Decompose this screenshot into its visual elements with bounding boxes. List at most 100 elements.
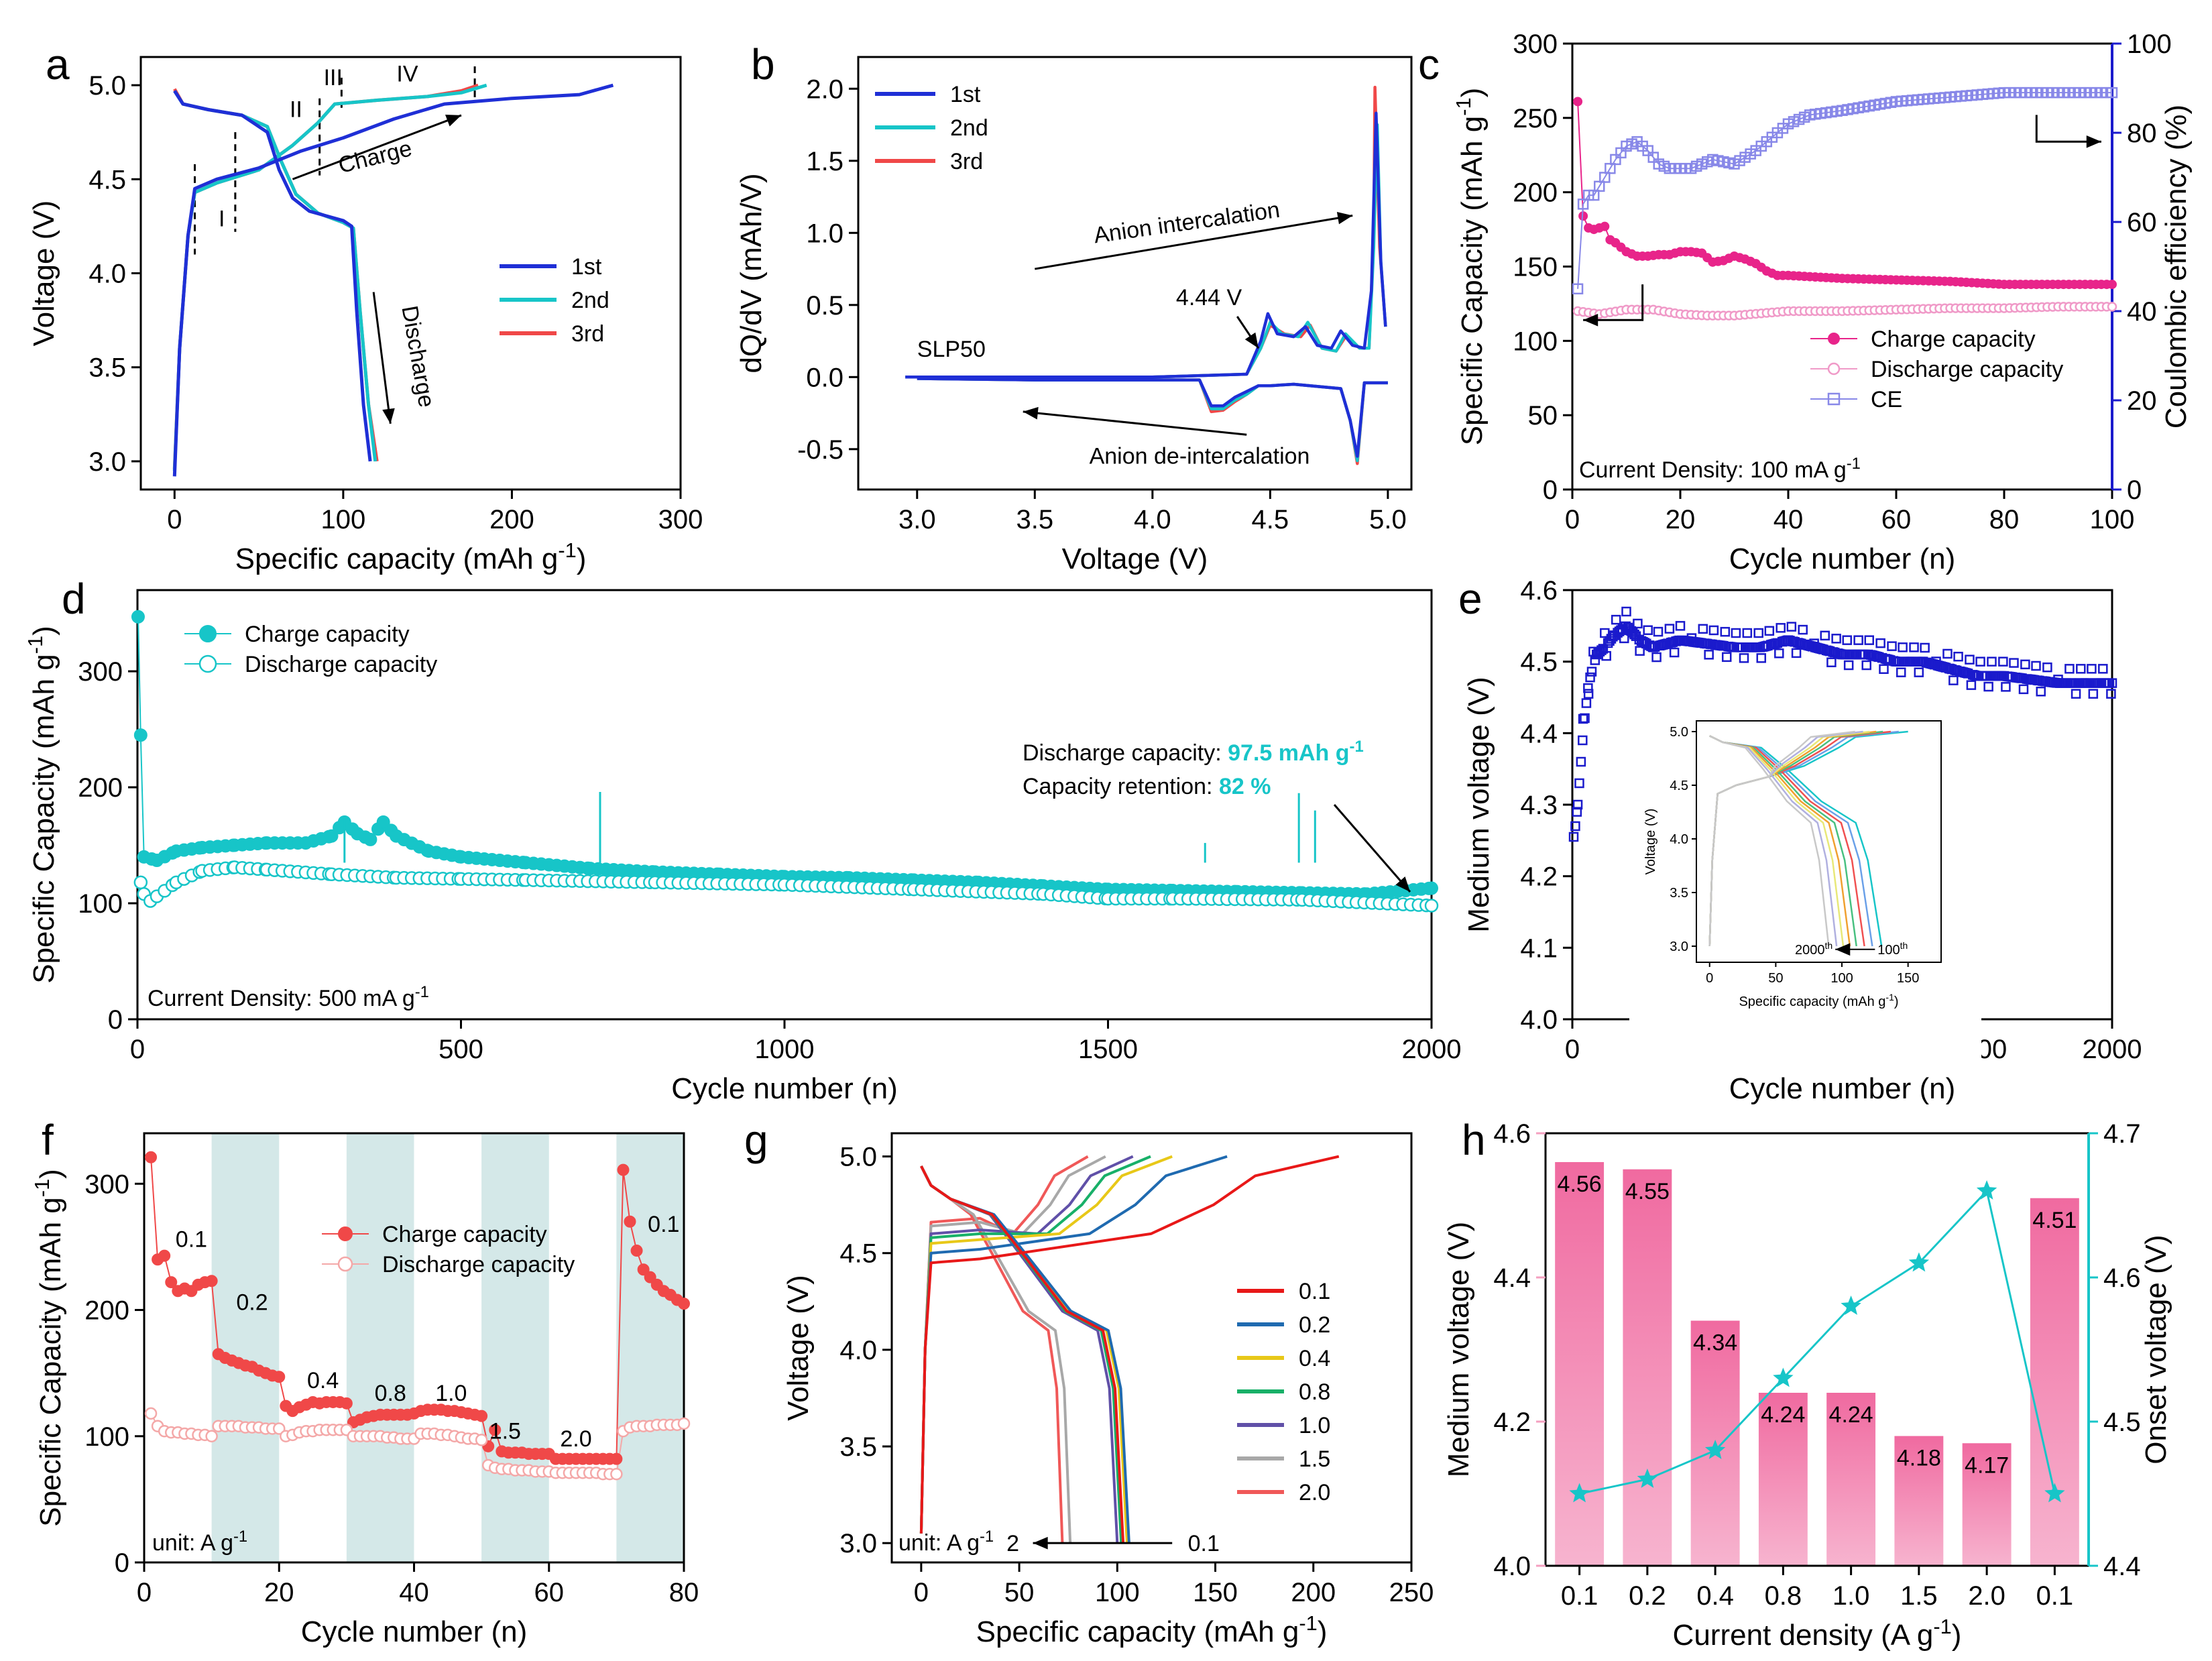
data-point xyxy=(1653,626,1664,637)
inset-ylabel: Voltage (V) xyxy=(1643,809,1658,875)
data-point xyxy=(2076,664,2086,674)
data-point xyxy=(677,1417,691,1430)
data-point xyxy=(1896,667,1906,677)
panel-d-ylabel: Specific Capacity (mAh g-1) xyxy=(23,626,61,984)
panel-c-xtick-label: 0 xyxy=(1565,505,1580,534)
legend-d-label: Charge capacity xyxy=(245,622,410,647)
data-point xyxy=(1572,807,1582,817)
region-label: III xyxy=(324,65,343,91)
inset-xtick-label: 0 xyxy=(1706,971,1713,986)
curve-2.0-charge xyxy=(919,1155,1089,1534)
data-point xyxy=(2031,661,2041,671)
panel-b-xtick-label: 4.5 xyxy=(1252,505,1289,534)
panel-h-xtick-label: 0.4 xyxy=(1696,1581,1734,1611)
panel-c-ytick-label: 150 xyxy=(1513,253,1558,282)
data-point xyxy=(1572,283,1584,294)
panel-h-ylabel: Medium voltage (V) xyxy=(1442,1222,1475,1477)
data-point xyxy=(1898,642,1908,652)
inset-ytick-label: 3.5 xyxy=(1670,886,1688,901)
region-label: I xyxy=(219,206,225,231)
charge-label: Charge xyxy=(336,135,414,178)
inset-xtick-label: 100 xyxy=(1830,971,1853,986)
data-point xyxy=(1739,653,1749,663)
panel-h-ytick-label: 4.6 xyxy=(1493,1119,1531,1149)
panel-f: 0 20 40 60 80 0 100 200 300 Cycle number (n) Speci… xyxy=(30,1116,699,1648)
deintercalation-label: Anion de-intercalation xyxy=(1090,443,1310,469)
data-point xyxy=(2009,658,2019,668)
legend-c-marker xyxy=(1827,392,1841,406)
panel-e-ytick-label: 4.2 xyxy=(1520,862,1558,892)
panel-c-xtick-label: 60 xyxy=(1881,505,1912,534)
region-label: II xyxy=(290,97,302,123)
data-point xyxy=(1669,647,1680,658)
data-point xyxy=(1586,667,1597,677)
curve-1.5-charge xyxy=(919,1155,1106,1534)
onset-voltage-line xyxy=(1579,1188,2056,1495)
panel-g-xtick-label: 200 xyxy=(1291,1578,1336,1607)
data-point xyxy=(2107,280,2117,290)
data-point xyxy=(1619,633,1629,644)
panel-c-ylabel: Specific Capacity (mAh g-1) xyxy=(1452,88,1489,446)
panel-a-ytick-label: 4.5 xyxy=(89,165,126,194)
panel-h-ytick-label: 4.2 xyxy=(1493,1408,1531,1437)
panel-h-y2tick-label: 4.5 xyxy=(2103,1408,2141,1437)
panel-f-ytick-label: 300 xyxy=(84,1169,129,1199)
panel-d-ytick-label: 100 xyxy=(78,889,123,919)
series-1st-discharge xyxy=(917,377,1388,458)
rate-label: 2.0 xyxy=(560,1426,591,1452)
region-label: IV xyxy=(396,61,418,87)
data-point xyxy=(145,1151,158,1163)
data-point xyxy=(2071,689,2081,699)
legend-a-label: 3rd xyxy=(571,321,604,347)
onset-voltage-point xyxy=(1841,1296,1861,1315)
right-axis-arrow xyxy=(2035,115,2101,143)
rate-label: 1.0 xyxy=(435,1381,467,1406)
onset-voltage-point xyxy=(1569,1483,1590,1503)
retention-arrow xyxy=(1333,804,1411,893)
panel-g-ytick-label: 3.5 xyxy=(839,1432,877,1462)
rate-band xyxy=(346,1133,414,1562)
legend-f-marker xyxy=(338,1226,353,1241)
data-point xyxy=(1664,624,1675,634)
bar-value-label: 4.24 xyxy=(1761,1402,1805,1428)
data-point xyxy=(1887,641,1897,651)
charge-arrow xyxy=(292,114,462,180)
data-point xyxy=(610,1452,623,1465)
bar xyxy=(1826,1393,1876,1566)
data-point xyxy=(1651,652,1662,663)
bar xyxy=(1894,1436,1944,1566)
panel-c-y2tick-label: 20 xyxy=(2127,386,2157,416)
data-point xyxy=(2106,689,2116,699)
data-point xyxy=(1704,650,1714,660)
curve-0.8-charge xyxy=(919,1155,1151,1534)
panel-c-y2label: Coulombic efficiency (%) xyxy=(2160,105,2193,428)
data-point xyxy=(2036,687,2046,697)
data-point xyxy=(2042,662,2052,673)
data-point xyxy=(2064,664,2075,674)
data-point xyxy=(1756,653,1766,663)
inset-ytick-label: 3.0 xyxy=(1670,939,1688,954)
series-1st-charge xyxy=(172,83,614,477)
panel-a-xlabel: Specific capacity (mAh g-1) xyxy=(235,538,587,576)
data-point xyxy=(1753,628,1763,638)
legend-g-label: 1.5 xyxy=(1299,1446,1330,1472)
panel-b-ytick-label: 1.0 xyxy=(806,219,843,248)
panel-a-xtick-label: 100 xyxy=(321,505,366,534)
intercalation-arrow-head xyxy=(1336,211,1353,225)
bar xyxy=(2030,1198,2079,1566)
right-axis-arrow-head xyxy=(2086,135,2101,148)
data-point xyxy=(1953,651,1963,662)
bar xyxy=(1555,1162,1605,1566)
panel-f-ytick-label: 200 xyxy=(84,1296,129,1326)
inset-frame xyxy=(1696,720,1942,963)
data-point xyxy=(1965,654,1975,665)
panel-h-xtick-label: 1.0 xyxy=(1832,1581,1870,1611)
data-point xyxy=(273,1371,286,1383)
panel-e-xtick-label: 0 xyxy=(1565,1035,1580,1064)
panel-b: 3.0 3.5 4.0 4.5 5.0 -0.5 0.0 0.5 1.0 1.5 2.0 Voltag… xyxy=(735,40,1413,575)
data-point xyxy=(1600,221,1610,231)
panel-c-ytick-label: 300 xyxy=(1513,30,1558,59)
data-point xyxy=(637,1263,650,1276)
data-point xyxy=(1948,675,1959,685)
legend-g-label: 0.8 xyxy=(1299,1379,1330,1405)
